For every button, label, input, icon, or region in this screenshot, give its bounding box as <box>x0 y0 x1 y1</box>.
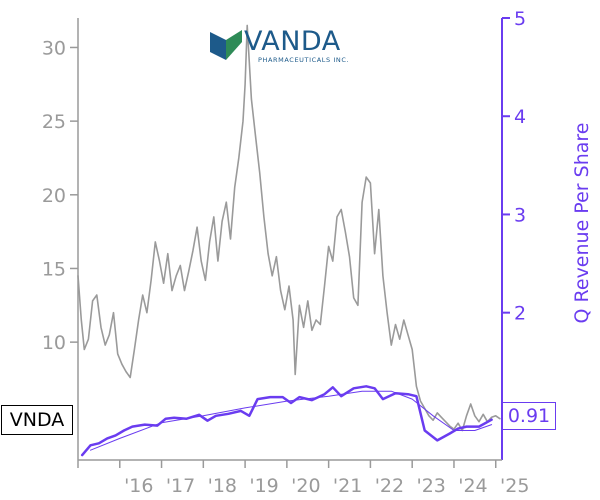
x-tick-label: '19 <box>249 475 278 497</box>
left-tick-label: 20 <box>42 185 66 207</box>
ticker-label: VNDA <box>1 405 73 435</box>
x-tick-label: '17 <box>166 475 195 497</box>
last-value-label: 0.91 <box>502 402 556 430</box>
left-tick-label: 30 <box>42 37 66 59</box>
right-tick-label: 3 <box>514 204 526 226</box>
series-layer <box>77 24 501 457</box>
series-line-trend <box>90 390 493 451</box>
right-ticks: 2 3 4 5 <box>502 8 526 325</box>
vanda-logo-mark <box>210 30 242 60</box>
right-tick-label: 5 <box>514 8 526 30</box>
logo-mark-blue <box>210 32 226 60</box>
left-tick-label: 15 <box>42 258 66 280</box>
x-tick-label: '25 <box>500 475 529 497</box>
x-tick-label: '24 <box>458 475 487 497</box>
logo-subtitle: PHARMACEUTICALS INC. <box>258 56 350 64</box>
x-tick-label: '16 <box>124 475 153 497</box>
left-tick-label: 10 <box>42 332 66 354</box>
left-tick-label: 25 <box>42 111 66 133</box>
x-tick-label: '18 <box>208 475 237 497</box>
x-ticks: '16 '17 '18 '19 '20 '21 '22 '23 '24 '25 <box>77 460 529 497</box>
right-axis-label: Q Revenue Per Share <box>571 123 593 324</box>
x-tick-label: '22 <box>375 475 404 497</box>
logo-mark-green <box>226 30 242 60</box>
axes <box>77 18 503 461</box>
logo-wordmark: VANDA <box>244 26 341 57</box>
x-tick-label: '21 <box>333 475 362 497</box>
right-tick-label: 2 <box>514 303 526 325</box>
x-tick-label: '23 <box>416 475 445 497</box>
left-ticks: 10 15 20 25 30 <box>42 37 78 354</box>
series-line-vnda <box>77 24 501 432</box>
series-line-q-revenue-per-share <box>80 385 493 457</box>
x-tick-label: '20 <box>291 475 320 497</box>
vanda-logo: VANDA PHARMACEUTICALS INC. <box>208 24 378 68</box>
right-tick-label: 4 <box>514 106 526 128</box>
